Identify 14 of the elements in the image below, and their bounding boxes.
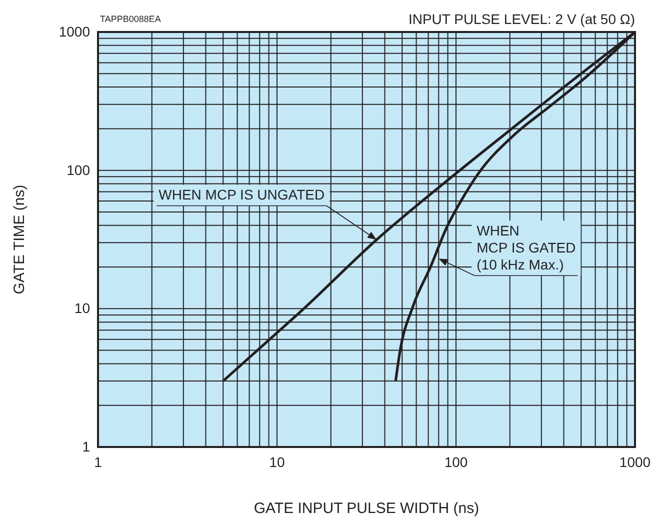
x-tick-label: 100 bbox=[444, 454, 468, 470]
y-tick-label: 10 bbox=[74, 300, 90, 316]
chart-title: INPUT PULSE LEVEL: 2 V (at 50 Ω) bbox=[408, 11, 635, 27]
annotation: WHEN MCP IS UNGATED bbox=[158, 186, 325, 203]
annotation: WHEN MCP IS GATED (10 kHz Max.) bbox=[476, 222, 576, 273]
y-axis-title: GATE TIME (ns) bbox=[11, 184, 28, 294]
text: TAPPB0088EA bbox=[100, 14, 161, 24]
y-tick-label: 1000 bbox=[58, 23, 90, 40]
x-tick-label: 10 bbox=[269, 454, 285, 470]
y-tick-label: 1 bbox=[82, 438, 90, 454]
y-tick-label: 100 bbox=[66, 162, 90, 178]
x-tick-label: 1 bbox=[94, 454, 102, 470]
x-tick-label: 1000 bbox=[619, 454, 651, 470]
x-axis-title: GATE INPUT PULSE WIDTH (ns) bbox=[254, 500, 480, 517]
